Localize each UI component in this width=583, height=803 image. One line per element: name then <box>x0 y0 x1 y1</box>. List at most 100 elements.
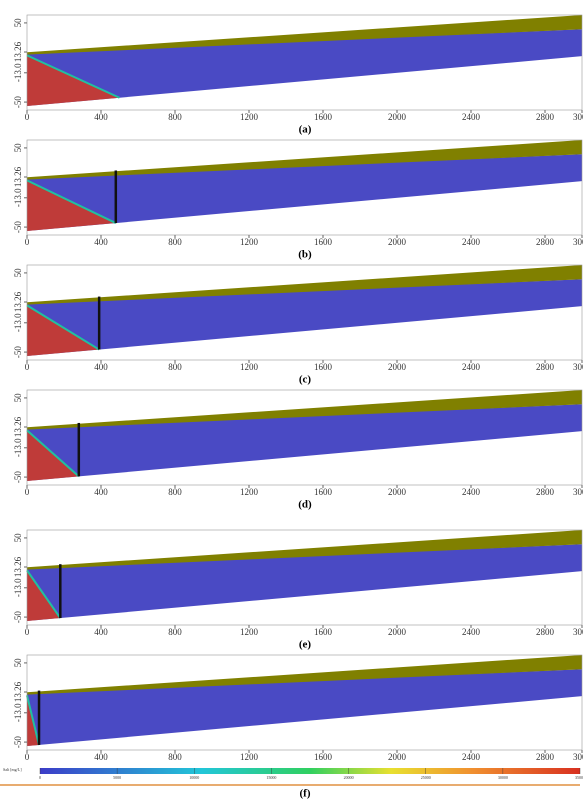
x-tick-label: 2800 <box>536 627 555 637</box>
aquifer <box>27 669 582 747</box>
x-tick-label: 2400 <box>462 362 481 372</box>
aquifer <box>27 404 582 482</box>
x-tick-label: 2000 <box>388 362 407 372</box>
x-tick-label: 0 <box>25 362 30 372</box>
x-tick-label: 1600 <box>314 237 333 247</box>
x-tick-label: 2000 <box>388 627 407 637</box>
top-layer <box>27 140 582 180</box>
colorbar-tick-label: 25000 <box>421 775 431 780</box>
y-tick-label: -13.0 <box>13 438 23 457</box>
plot-frame <box>26 389 583 486</box>
colorbar-tick-label: 0 <box>39 775 41 780</box>
x-tick-label: 3000 <box>573 237 583 247</box>
y-tick-label: -50 <box>13 221 23 233</box>
y-tick-label: -13.0 <box>13 703 23 722</box>
x-tick-label: 2400 <box>462 112 481 122</box>
x-tick-label: 400 <box>94 237 108 247</box>
y-tick-label: 13.26 <box>13 416 23 437</box>
wedge-transition <box>26 569 62 619</box>
x-tick-label: 2000 <box>388 237 407 247</box>
x-tick-label: 2000 <box>388 487 407 497</box>
caption: (d) <box>298 499 312 511</box>
x-tick-label: 3000 <box>573 112 583 122</box>
y-tick-label: 13.26 <box>13 291 23 312</box>
x-tick-label: 2400 <box>462 627 481 637</box>
y-tick-label: -50 <box>13 96 23 108</box>
x-tick-label: 3000 <box>573 627 583 637</box>
x-tick-label: 0 <box>25 487 30 497</box>
y-tick-label: 50 <box>13 533 23 543</box>
caption: (c) <box>299 374 312 386</box>
top-layer <box>27 265 582 305</box>
x-tick-label: 400 <box>94 487 108 497</box>
salt-wedge <box>27 305 100 357</box>
x-tick-label: 3000 <box>573 752 583 762</box>
x-tick-label: 1600 <box>314 362 333 372</box>
x-tick-label: 800 <box>168 112 182 122</box>
x-tick-label: 2800 <box>536 487 555 497</box>
y-tick-label: 50 <box>13 658 23 668</box>
y-tick-label: 13.26 <box>13 556 23 577</box>
x-tick-label: 400 <box>94 112 108 122</box>
x-tick-label: 0 <box>25 752 30 762</box>
x-tick-label: 1600 <box>314 627 333 637</box>
wedge-transition <box>26 54 120 99</box>
y-tick-label: -50 <box>13 471 23 483</box>
x-tick-label: 1600 <box>314 112 333 122</box>
x-tick-label: 400 <box>94 362 108 372</box>
top-layer <box>27 390 582 430</box>
plot-frame <box>26 264 583 361</box>
x-tick-label: 2400 <box>462 237 481 247</box>
y-tick-label: 50 <box>13 18 23 28</box>
colorbar-tick-label: 35000 <box>575 775 583 780</box>
y-tick-label: -50 <box>13 346 23 358</box>
y-tick-label: 50 <box>13 268 23 278</box>
x-tick-label: 0 <box>25 112 30 122</box>
salt-wedge <box>27 180 116 232</box>
colorbar-tick-label: 30000 <box>498 775 508 780</box>
x-tick-label: 800 <box>168 752 182 762</box>
caption: (a) <box>299 124 312 136</box>
x-tick-label: 2400 <box>462 752 481 762</box>
x-tick-label: 1200 <box>240 362 259 372</box>
aquifer <box>27 279 582 357</box>
aquifer <box>27 544 582 622</box>
x-tick-label: 400 <box>94 627 108 637</box>
aquifer <box>27 154 582 232</box>
top-layer <box>27 530 582 570</box>
y-tick-label: -13.0 <box>13 313 23 332</box>
caption: (f) <box>300 788 311 800</box>
x-tick-label: 1200 <box>240 752 259 762</box>
y-tick-label: -50 <box>13 736 23 748</box>
caption: (e) <box>299 639 312 651</box>
x-tick-label: 2800 <box>536 362 555 372</box>
x-tick-label: 1600 <box>314 752 333 762</box>
x-tick-label: 1200 <box>240 237 259 247</box>
x-tick-label: 1200 <box>240 487 259 497</box>
colorbar-tick-label: 5000 <box>113 775 121 780</box>
colorbar-tick-label: 10000 <box>189 775 199 780</box>
plot-frame <box>26 14 583 111</box>
x-tick-label: 2800 <box>536 752 555 762</box>
y-tick-label: -13.0 <box>13 188 23 207</box>
x-tick-label: 3000 <box>573 487 583 497</box>
colorbar-tick-label: 20000 <box>344 775 354 780</box>
x-tick-label: 0 <box>25 237 30 247</box>
colorbar-tick-label: 15000 <box>266 775 276 780</box>
x-tick-label: 800 <box>168 362 182 372</box>
x-tick-label: 1200 <box>240 112 259 122</box>
wedge-transition <box>26 429 80 478</box>
colorbar-label: Salt [mg/L] <box>3 767 22 772</box>
wedge-transition <box>26 695 40 746</box>
plot-frame <box>26 139 583 236</box>
aquifer <box>27 29 582 107</box>
wedge-transition <box>26 179 117 224</box>
y-tick-label: 50 <box>13 143 23 153</box>
x-tick-label: 2800 <box>536 112 555 122</box>
x-tick-label: 1200 <box>240 627 259 637</box>
y-tick-label: 50 <box>13 393 23 403</box>
x-tick-label: 0 <box>25 627 30 637</box>
y-tick-label: -50 <box>13 611 23 623</box>
y-tick-label: 13.26 <box>13 41 23 62</box>
wedge-transition <box>26 304 100 351</box>
